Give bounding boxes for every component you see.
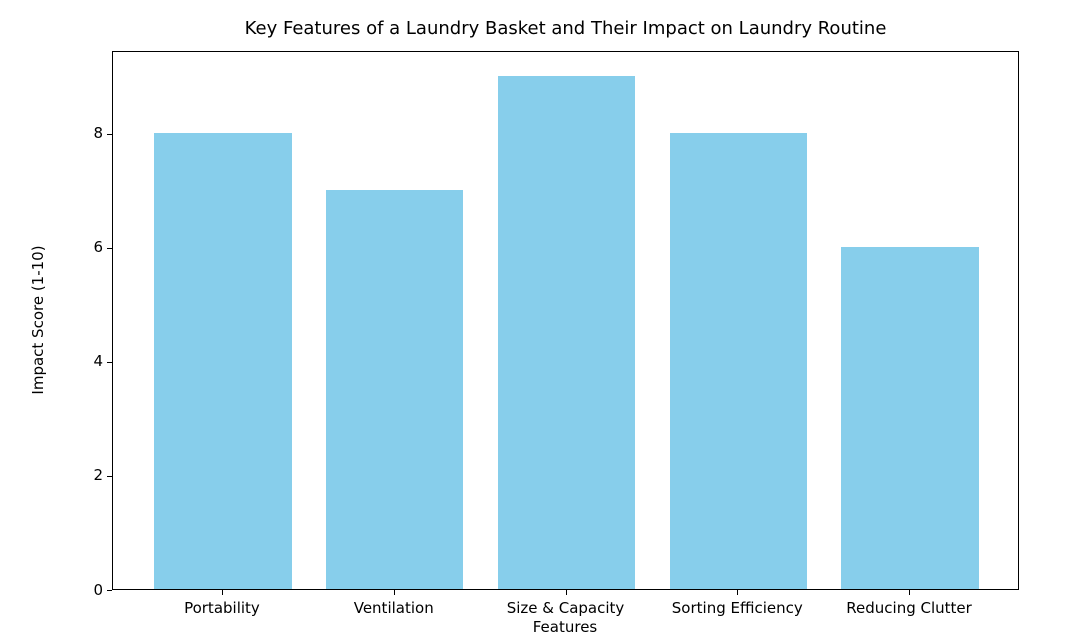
bar-reducing-clutter xyxy=(841,246,979,589)
chart-title: Key Features of a Laundry Basket and The… xyxy=(244,18,887,39)
y-tick-mark xyxy=(107,475,112,477)
bar-portability xyxy=(154,132,292,589)
x-tick-mark xyxy=(909,590,911,595)
y-tick-mark xyxy=(107,133,112,135)
x-tick-label-size-capacity: Size & Capacity xyxy=(506,599,625,617)
x-axis-label: Features xyxy=(532,618,598,636)
bar-ventilation xyxy=(326,189,464,589)
x-tick-mark xyxy=(393,590,395,595)
y-tick-label-4: 4 xyxy=(93,352,103,371)
y-tick-label-0: 0 xyxy=(93,580,103,599)
y-tick-label-8: 8 xyxy=(93,124,103,143)
y-tick-mark xyxy=(107,361,112,363)
bar-sorting-efficiency xyxy=(669,132,807,589)
x-tick-mark xyxy=(565,590,567,595)
y-tick-label-2: 2 xyxy=(93,466,103,485)
x-tick-label-ventilation: Ventilation xyxy=(353,599,434,617)
y-axis-label: Impact Score (1-10) xyxy=(29,245,47,395)
y-tick-mark xyxy=(107,590,112,591)
x-tick-label-sorting-efficiency: Sorting Efficiency xyxy=(671,599,803,617)
y-tick-label-6: 6 xyxy=(93,238,103,257)
x-tick-label-portability: Portability xyxy=(184,599,260,617)
y-tick-mark xyxy=(107,247,112,249)
x-tick-mark xyxy=(221,590,223,595)
bar-size-capacity xyxy=(497,75,636,589)
x-tick-mark xyxy=(737,590,739,595)
x-tick-label-reducing-clutter: Reducing Clutter xyxy=(846,599,972,617)
plot-area xyxy=(112,51,1019,590)
